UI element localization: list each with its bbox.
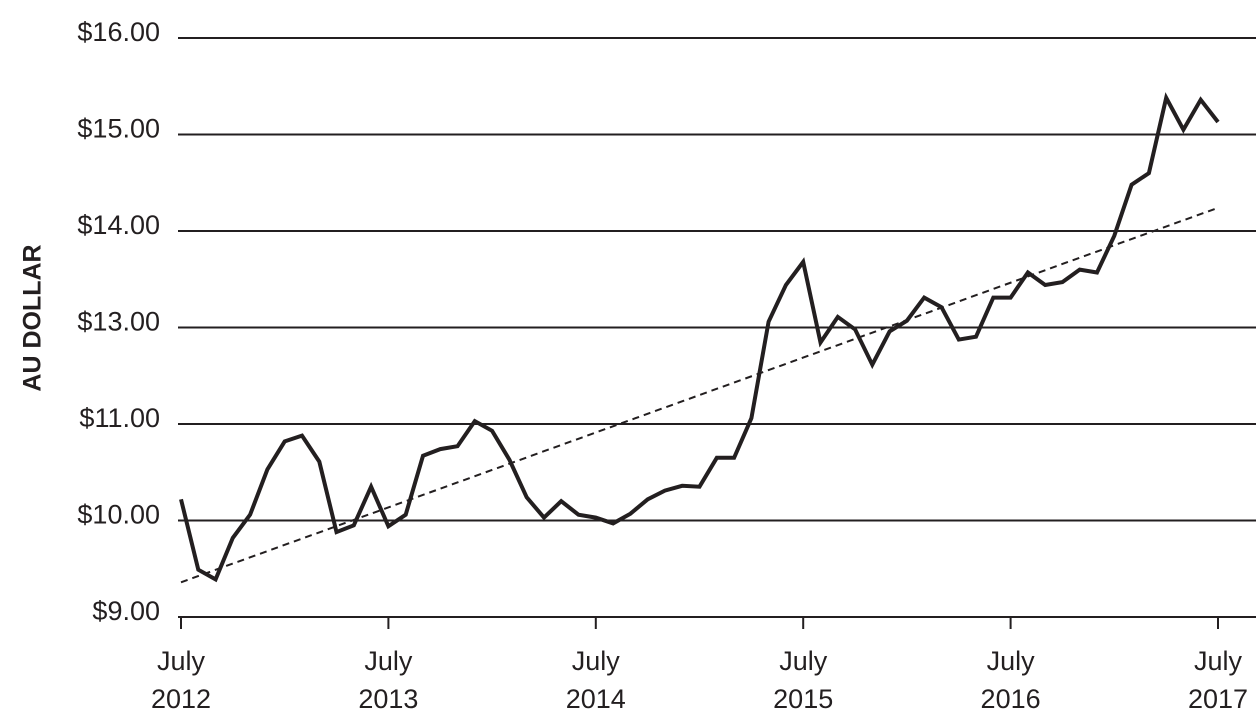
x-tick-label: July 2017 <box>1188 646 1248 714</box>
y-tick-label: $10.00 <box>77 500 160 530</box>
x-tick-label: July 2016 <box>981 646 1041 714</box>
trend-line <box>180 206 1219 584</box>
y-tick-label: $11.00 <box>79 403 160 433</box>
y-tick-label: $13.00 <box>77 307 160 337</box>
x-tick-label: July 2014 <box>566 646 626 714</box>
x-tick-label: July 2012 <box>151 646 211 714</box>
price-line <box>179 92 1220 583</box>
y-axis-label: AU DOLLAR <box>19 244 47 391</box>
y-tick-label: $16.00 <box>77 17 160 47</box>
y-tick-label: $9.00 <box>92 596 160 626</box>
x-tick-label: July 2015 <box>773 646 833 714</box>
y-tick-label: $14.00 <box>77 210 160 240</box>
x-tick-label: July 2013 <box>358 646 418 714</box>
y-tick-label: $15.00 <box>77 114 160 144</box>
